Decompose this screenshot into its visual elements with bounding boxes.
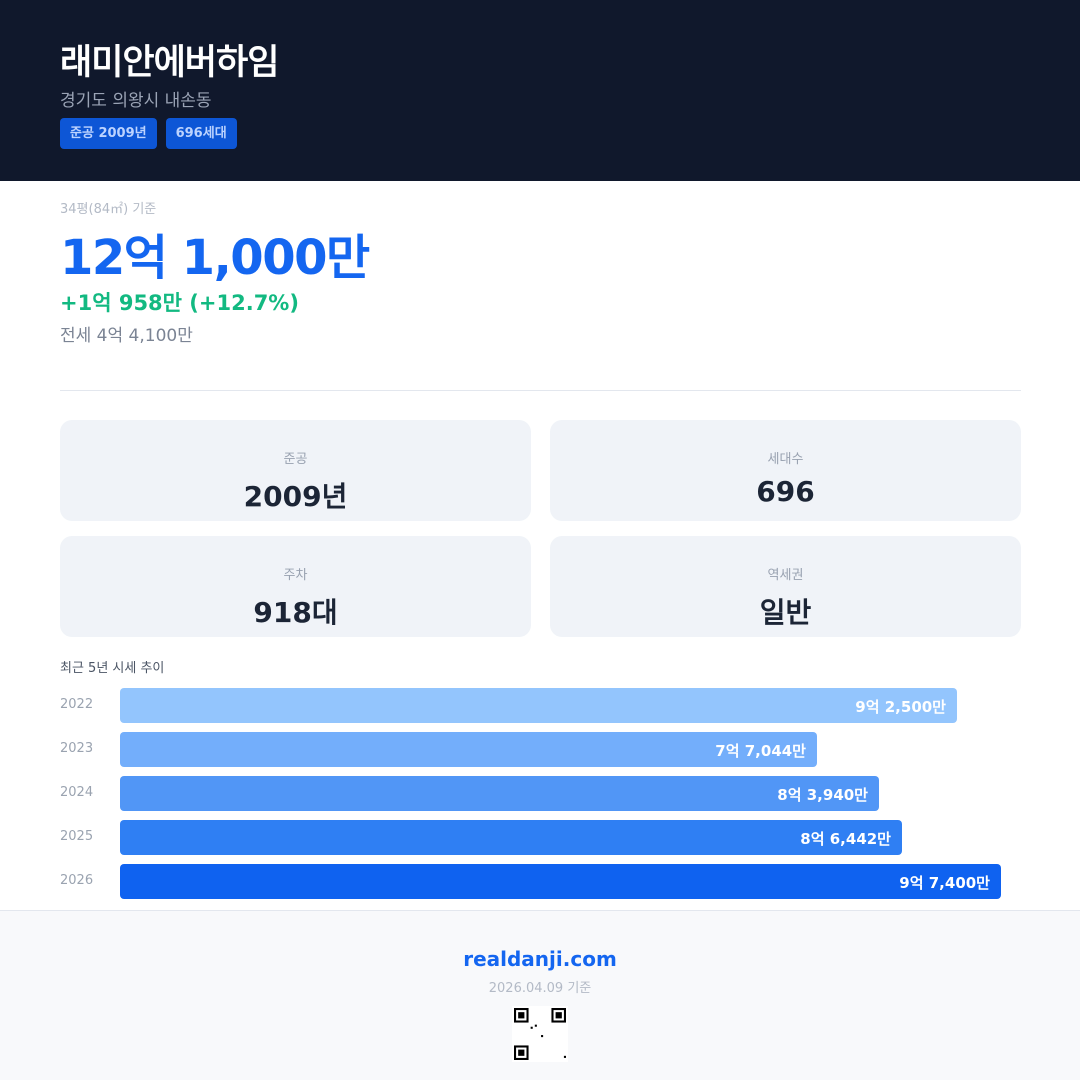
trend-row: 2023 7억 7,044만 bbox=[60, 732, 1020, 767]
jeonse-price: 전세 4억 4,100만 bbox=[60, 326, 193, 346]
stat-card-households: 세대수 696 bbox=[550, 420, 1021, 521]
site-link[interactable]: realdanji.com bbox=[463, 947, 617, 971]
current-price: 12억 1,000만 bbox=[60, 230, 370, 286]
badge-built-year: 준공 2009년 bbox=[60, 118, 157, 149]
data-date: 2026.04.09 기준 bbox=[488, 981, 592, 996]
stat-value: 2009년 bbox=[243, 480, 348, 513]
qr-code-icon[interactable] bbox=[512, 1006, 568, 1062]
trend-year: 2022 bbox=[60, 697, 94, 712]
stat-label: 역세권 bbox=[767, 568, 804, 583]
stat-value: 918대 bbox=[253, 596, 338, 629]
complex-title: 래미안에버하임 bbox=[60, 43, 279, 83]
stat-label: 준공 bbox=[283, 452, 308, 467]
footer: realdanji.com 2026.04.09 기준 bbox=[0, 910, 1080, 1080]
trend-bar-label: 8억 3,940만 bbox=[777, 786, 868, 804]
trend-bar: 8억 6,442만 bbox=[120, 820, 902, 855]
stat-card-built: 준공 2009년 bbox=[60, 420, 531, 521]
trend-title: 최근 5년 시세 추이 bbox=[60, 661, 165, 676]
trend-bar-label: 9억 2,500만 bbox=[855, 698, 946, 716]
trend-year: 2026 bbox=[60, 873, 94, 888]
trend-bar-label: 9억 7,400만 bbox=[899, 874, 990, 892]
price-change: +1억 958만 (+12.7%) bbox=[60, 291, 299, 315]
stat-label: 주차 bbox=[283, 568, 308, 583]
stat-card-parking: 주차 918대 bbox=[60, 536, 531, 637]
trend-bar-label: 8억 6,442만 bbox=[800, 830, 891, 848]
trend-bar-label: 7억 7,044만 bbox=[715, 742, 806, 760]
trend-bar: 8억 3,940만 bbox=[120, 776, 879, 811]
badge-households: 696세대 bbox=[165, 118, 237, 149]
trend-bar: 9억 2,500만 bbox=[120, 688, 957, 723]
trend-row: 2022 9억 2,500만 bbox=[60, 688, 1020, 723]
price-basis: 34평(84㎡) 기준 bbox=[60, 202, 157, 217]
trend-year: 2023 bbox=[60, 741, 94, 756]
stat-value: 696 bbox=[756, 475, 815, 508]
trend-row: 2024 8억 3,940만 bbox=[60, 776, 1020, 811]
trend-row: 2026 9억 7,400만 bbox=[60, 864, 1020, 899]
stat-value: 일반 bbox=[759, 596, 812, 629]
divider bbox=[60, 390, 1021, 391]
trend-year: 2025 bbox=[60, 829, 94, 844]
address: 경기도 의왕시 내손동 bbox=[60, 91, 212, 111]
trend-year: 2024 bbox=[60, 785, 94, 800]
header: 래미안에버하임 경기도 의왕시 내손동 준공 2009년 696세대 bbox=[0, 0, 1080, 181]
trend-row: 2025 8억 6,442만 bbox=[60, 820, 1020, 855]
stat-label: 세대수 bbox=[767, 452, 804, 467]
trend-bar: 9억 7,400만 bbox=[120, 864, 1001, 899]
trend-bar: 7억 7,044만 bbox=[120, 732, 817, 767]
